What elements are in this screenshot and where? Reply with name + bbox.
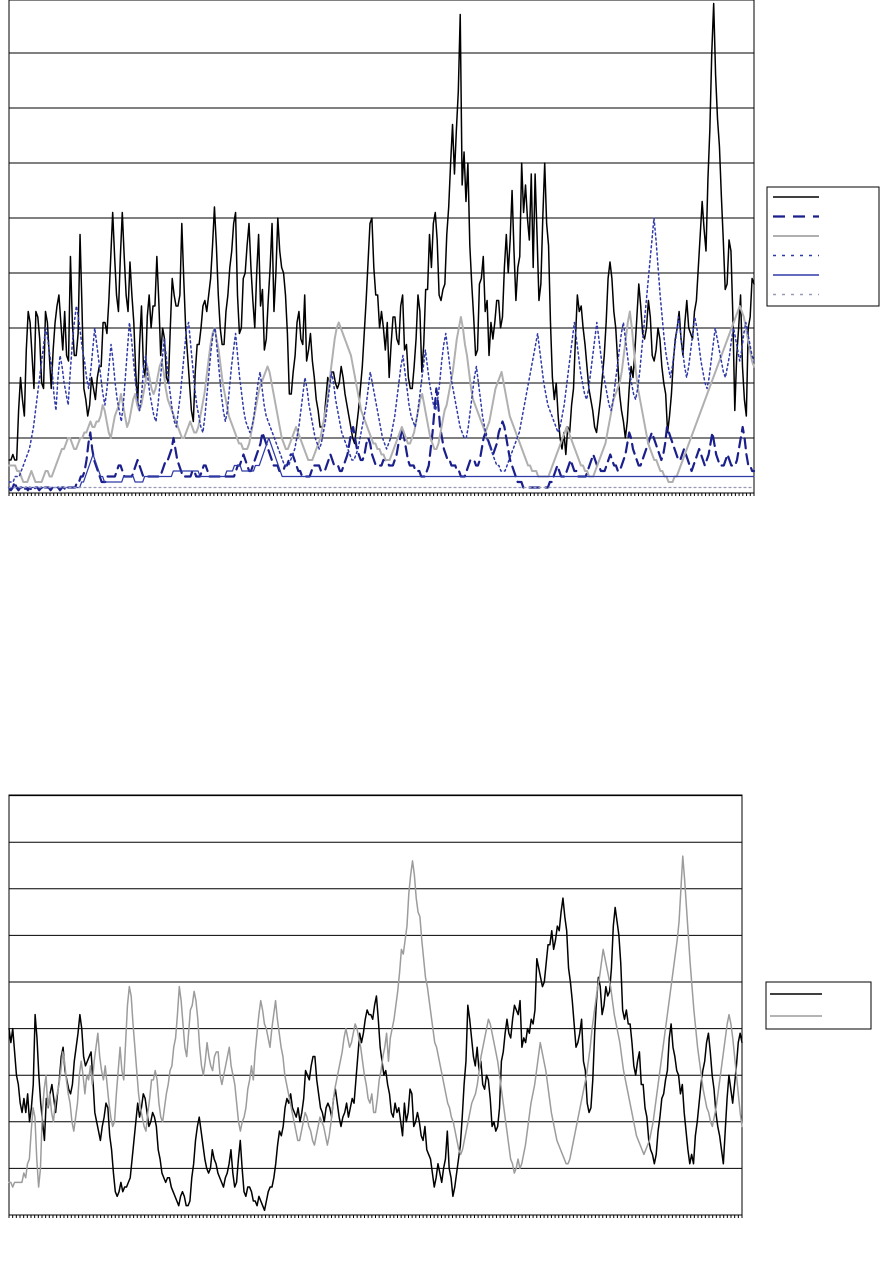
chart-1-legend [766, 186, 880, 307]
chart-2-legend-box [765, 981, 872, 1030]
chart-1-x-ticks [8, 493, 755, 496]
chart-2-plot-area [8, 794, 743, 1216]
chart-2-series [8, 855, 743, 1212]
chart-2-x-ticks [8, 1215, 743, 1218]
chart-2-gridlines [9, 795, 742, 1169]
chart-1-legend-box [766, 186, 880, 307]
chart-2-legend [765, 981, 872, 1030]
series-2-line [8, 855, 743, 1188]
chart-1-series [7, 2, 756, 492]
series-5-line [8, 437, 755, 489]
chart-2-legend-items [770, 993, 822, 1017]
chart-1-legend-items [773, 196, 819, 296]
series-4-line [8, 217, 755, 483]
chart-1-gridlines [9, 52, 754, 439]
chart-2 [8, 794, 872, 1218]
series-2-line [7, 387, 756, 492]
chart-1 [7, 0, 880, 496]
series-1-line [8, 897, 743, 1212]
series-1-line [8, 2, 755, 461]
series-3-line [8, 305, 755, 483]
